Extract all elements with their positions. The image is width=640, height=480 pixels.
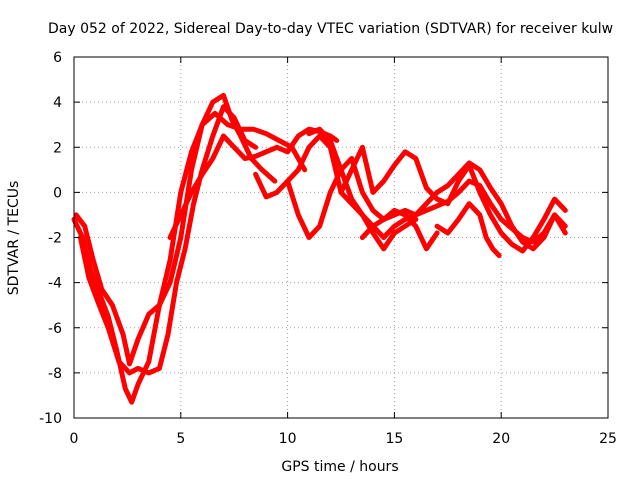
y-tick-label: -8 [48, 366, 62, 382]
y-tick-label: -6 [48, 321, 62, 337]
series-line-track-2 [73, 110, 308, 367]
x-tick-label: 0 [70, 431, 79, 447]
series-line-track-10 [434, 201, 502, 258]
y-tick-label: -2 [48, 231, 62, 247]
ticks-layer: 0 5 10 15 20 25 -10 -8 -6 -4 -2 0 2 4 6 [39, 50, 617, 447]
x-axis-label: GPS time / hours [281, 459, 398, 475]
series-line-track-7 [306, 126, 568, 245]
x-tick-label: 20 [492, 431, 510, 447]
series-line-track-5 [253, 133, 419, 252]
x-tick-label: 15 [385, 431, 403, 447]
series-line-track-9 [359, 160, 568, 252]
x-tick-label: 25 [599, 431, 617, 447]
y-axis-label: SDTVAR / TECUs [6, 181, 22, 296]
x-tick-label: 10 [279, 431, 297, 447]
y-tick-label: 0 [53, 185, 62, 201]
series-line-track-6 [285, 156, 440, 252]
y-tick-label: 4 [53, 95, 62, 111]
x-tick-label: 5 [176, 431, 185, 447]
y-tick-label: -10 [39, 411, 62, 427]
series-layer [71, 92, 568, 405]
y-tick-label: -4 [48, 276, 62, 292]
y-tick-label: 2 [53, 140, 62, 156]
chart-title: Day 052 of 2022, Sidereal Day-to-day VTE… [48, 21, 613, 37]
y-tick-label: 6 [53, 50, 62, 66]
series-line-track-3 [77, 104, 259, 376]
